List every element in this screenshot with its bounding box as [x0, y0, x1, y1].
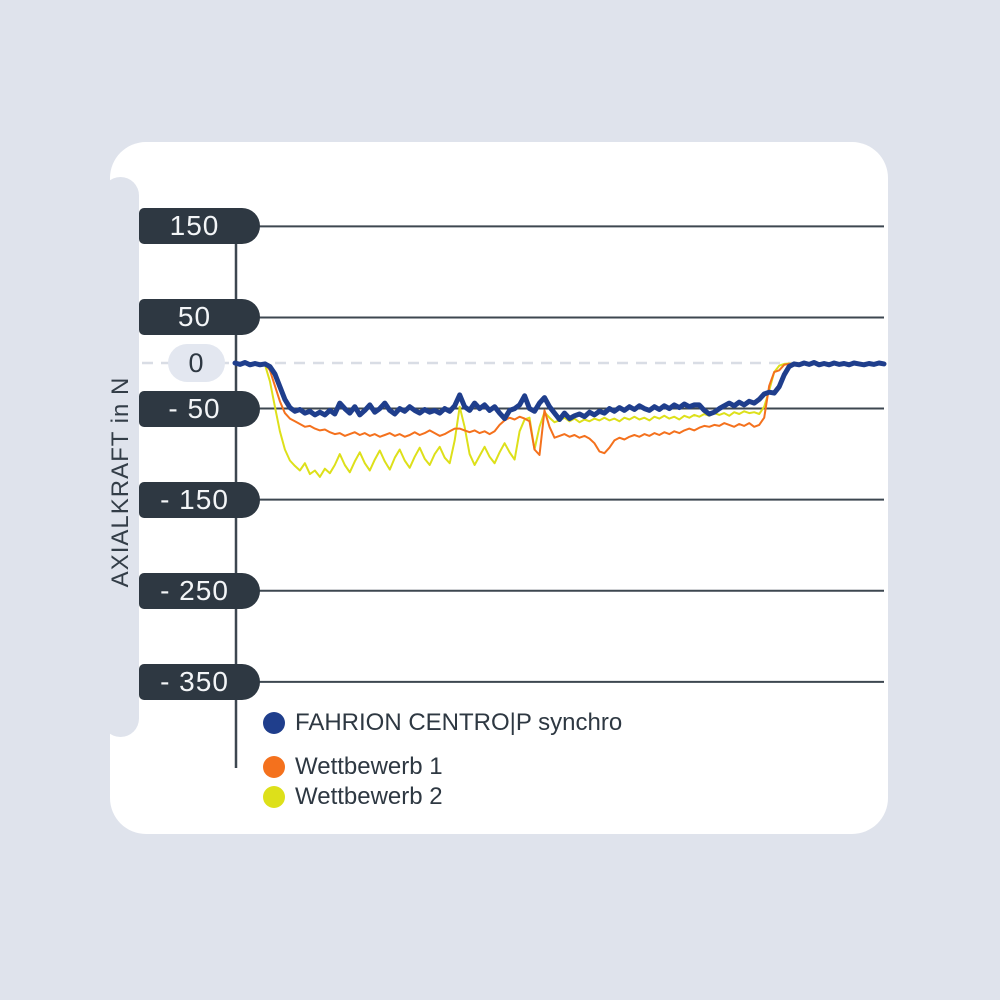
legend-row: Wettbewerb 2 [263, 783, 443, 811]
legend-row: Wettbewerb 1 [263, 753, 443, 781]
legend-dot-wettbewerb-1 [263, 756, 285, 778]
series-line-wettbewerb-1 [234, 362, 885, 456]
y-tick-pill--250: - 250 [139, 572, 260, 609]
y-tick-pill-150: 150 [139, 208, 260, 245]
y-tick-pill--350: - 350 [139, 663, 260, 700]
y-axis-title-tab [102, 177, 139, 737]
legend-label-wettbewerb-2: Wettbewerb 2 [295, 783, 443, 810]
legend-label-fahrion: FAHRION CENTRO|P synchro [295, 709, 623, 736]
series-line-fahrion-centro-p-synchro [232, 360, 887, 422]
y-tick-pill--50: - 50 [139, 390, 260, 427]
y-tick-pill-50: 50 [139, 299, 260, 336]
y-tick-pill-0: 0 [168, 344, 225, 382]
y-axis-title: AXIALKRAFT in N [107, 376, 134, 588]
legend-row: FAHRION CENTRO|P synchro [263, 709, 622, 737]
legend-dot-wettbewerb-2 [263, 786, 285, 808]
y-tick-pill--150: - 150 [139, 481, 260, 518]
legend-label-wettbewerb-1: Wettbewerb 1 [295, 753, 443, 780]
legend-dot-fahrion [263, 712, 285, 734]
